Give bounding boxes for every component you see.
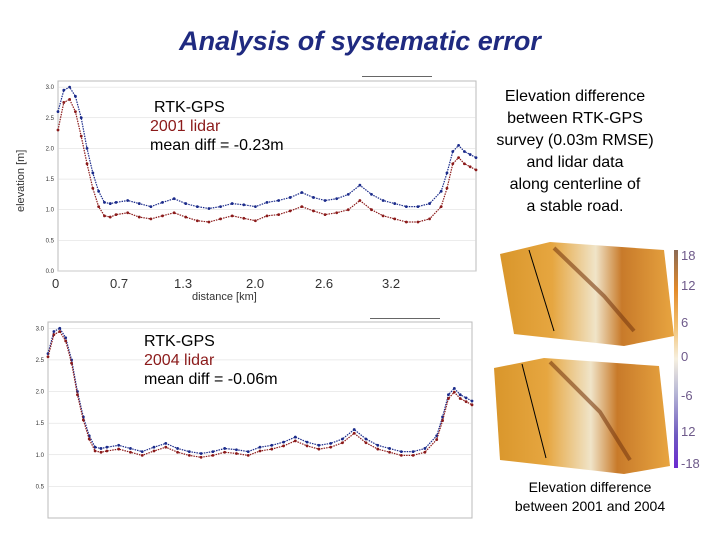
colorbar-tick: 6 (681, 315, 689, 330)
annotation-lidar: 2001 lidar (150, 118, 221, 135)
lidar-series (47, 330, 473, 458)
colorbar-tick: -6 (681, 388, 693, 403)
annotation-mean-diff-2004: mean diff = -0.06m (144, 371, 278, 388)
chart-2001-annotation: RTK-GPS 2001 lidar mean diff = -0.23m (150, 98, 284, 155)
colorbar-tick: 12 (681, 424, 696, 439)
desc-line: and lidar data (526, 154, 624, 171)
page-title: Analysis of systematic error (179, 26, 541, 56)
desc-line: along centerline of (509, 176, 641, 193)
scale-bar-top (362, 76, 432, 77)
lidar-series (57, 98, 477, 223)
x-tick-label: 1.3 (174, 276, 193, 291)
chart-2001: 0.0 0.5 1.0 1.5 2.0 2.5 3.0 (46, 80, 478, 275)
annotation-rtk: RTK-GPS (154, 99, 225, 116)
chart-2004: 3.0 2.5 2.0 1.5 1.0 0.5 (36, 321, 474, 519)
y-tick-label: 2.0 (46, 146, 55, 152)
annotation-mean-diff: mean diff = -0.23m (150, 137, 284, 154)
road-line-2004 (521, 363, 547, 459)
colorbar-tick: -18 (681, 456, 700, 471)
chart-2004-panel: 3.0 2.5 2.0 1.5 1.0 0.5 (30, 318, 480, 540)
desc-line: between RTK-GPS (507, 110, 643, 127)
desc-line: a stable road. (526, 198, 624, 215)
plot-frame (57, 80, 477, 272)
desc-line: Elevation difference (504, 88, 646, 105)
desc-line: between 2001 and 2004 (514, 498, 666, 514)
y-tick-label: 0.0 (46, 269, 55, 275)
y-tick-label: 0.5 (36, 484, 45, 490)
road-line-2001 (528, 249, 555, 332)
chart-2004-annotation: RTK-GPS 2004 lidar mean diff = -0.06m (144, 332, 278, 389)
x-tick-label: 0.7 (110, 276, 129, 291)
annotation-lidar-2004: 2004 lidar (144, 352, 215, 369)
y-tick-label: 1.5 (46, 177, 55, 183)
surface-2001 (500, 242, 674, 346)
x-tick-label: 0 (52, 276, 60, 291)
y-axis-label: elevation [m] (15, 149, 27, 212)
y-tick-label: 1.0 (36, 453, 45, 459)
y-tick-label: 2.5 (46, 116, 55, 122)
colorbar (674, 250, 678, 468)
description-bottom: Elevation difference between 2001 and 20… (490, 478, 690, 516)
rtk-gps-point (230, 202, 234, 205)
y-tick-label: 3.0 (46, 85, 55, 91)
x-tick-label: 2.0 (246, 276, 265, 291)
colorbar-tick: 0 (681, 349, 689, 364)
chart-2001-panel: 0.0 0.5 1.0 1.5 2.0 2.5 3.0 (30, 75, 480, 275)
desc-line: Elevation difference (528, 479, 652, 495)
description-top: Elevation difference between RTK-GPS sur… (480, 86, 670, 218)
y-tick-label: 0.5 (46, 238, 55, 244)
y-tick-label: 1.5 (36, 421, 45, 427)
surface-2004 (494, 358, 670, 474)
desc-line: survey (0.03m RMSE) (496, 132, 654, 149)
rtk-gps-series (47, 327, 473, 455)
x-tick-label: 3.2 (382, 276, 401, 291)
y-tick-label: 2.0 (36, 390, 45, 396)
surface-ridge-2004 (548, 360, 632, 462)
annotation-rtk-2004: RTK-GPS (144, 333, 215, 350)
rtk-gps-series (57, 86, 477, 210)
colorbar-tick: 18 (681, 248, 696, 263)
y-tick-label: 3.0 (36, 326, 45, 332)
scale-bar-bottom (370, 318, 440, 319)
x-axis-label: distance [km] (192, 291, 257, 303)
y-tick-label: 2.5 (36, 358, 45, 364)
rtk-gps-point (242, 203, 246, 207)
plot-frame (47, 321, 473, 519)
surface-ridge-2001 (552, 246, 636, 333)
surface-difference-images (494, 242, 678, 474)
colorbar-tick: 12 (681, 278, 696, 293)
y-tick-label: 1.0 (46, 208, 55, 214)
x-tick-label: 2.6 (315, 276, 334, 291)
